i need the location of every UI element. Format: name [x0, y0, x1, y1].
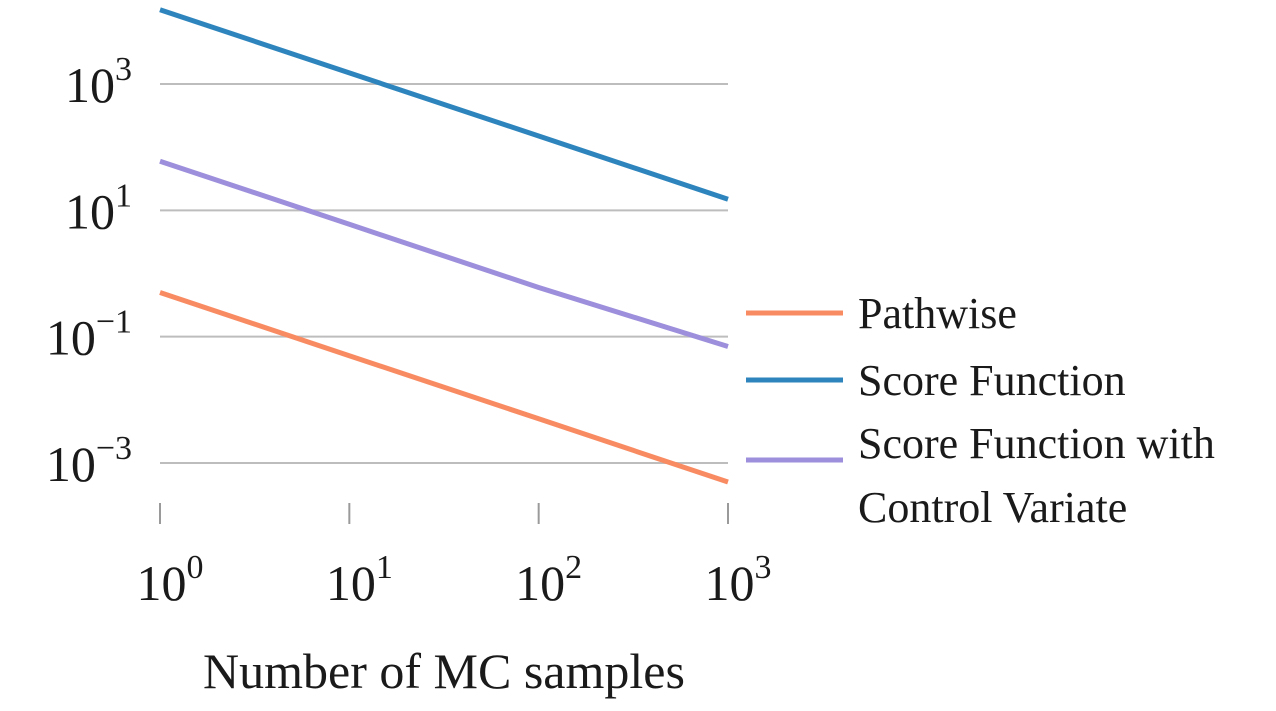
x-tick-label: 102: [515, 549, 582, 611]
legend: Pathwise Score Function Score Function wit…: [746, 289, 1215, 532]
x-tick-label: 100: [137, 549, 204, 611]
series-line-1: [159, 7, 729, 202]
legend-label: Pathwise: [858, 289, 1017, 338]
x-axis-label: Number of MC samples: [203, 643, 685, 699]
y-axis: 10−3 10−1 101 103: [46, 51, 132, 492]
series-line-0: [159, 290, 729, 485]
series-line-2: [159, 158, 729, 349]
y-tick-label: 103: [65, 51, 132, 113]
legend-label: Score Function: [858, 356, 1126, 405]
x-tick-label: 101: [326, 549, 393, 611]
y-tick-label: 101: [65, 177, 132, 239]
x-axis: 100 101 102 103: [137, 503, 772, 611]
series-layer: [159, 7, 729, 485]
legend-label: Score Function with Control Variate: [858, 419, 1215, 532]
x-tick-label: 103: [705, 549, 772, 611]
y-tick-label: 10−3: [46, 430, 132, 492]
grid-layer: [160, 83, 728, 464]
y-tick-label: 10−1: [46, 304, 132, 366]
